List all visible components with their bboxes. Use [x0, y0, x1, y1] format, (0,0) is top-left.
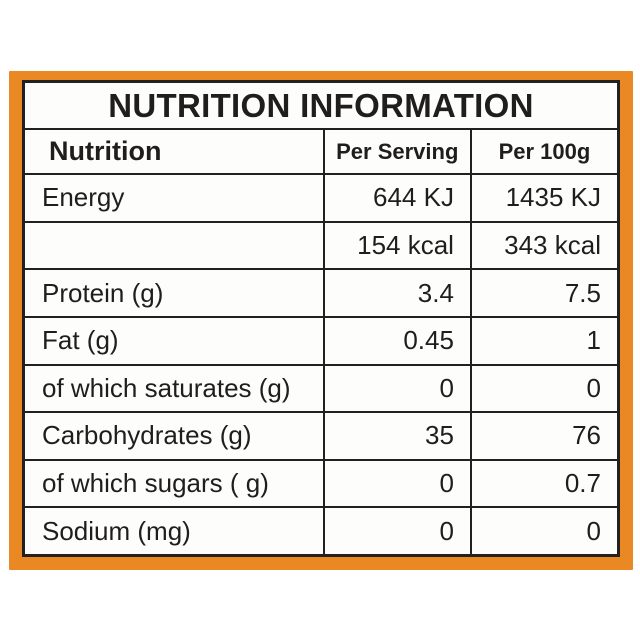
per-serving-value: 0: [325, 508, 472, 554]
table-row-carbohydrates: Carbohydrates (g) 35 76: [25, 413, 617, 461]
per-100g-value: 7.5: [564, 277, 601, 308]
table-title: NUTRITION INFORMATION: [108, 86, 534, 124]
per-100g-value: 0.7: [564, 468, 601, 499]
table-row-fat: Fat (g) 0.45 1: [25, 317, 617, 366]
table-header-row: Nutrition Per Serving Per 100g: [25, 130, 617, 175]
per-serving-value: 35: [325, 413, 472, 459]
row-label: of which sugars ( g): [25, 460, 325, 507]
row-label: Sodium (mg): [25, 508, 325, 554]
per-serving-value: 0: [325, 365, 472, 412]
per-serving-value: 0.45: [325, 317, 472, 364]
row-label: [25, 222, 325, 269]
per-100g-value: 343 kcal: [504, 229, 601, 260]
row-label: Energy: [25, 175, 325, 221]
row-label: Fat (g): [25, 317, 325, 364]
column-header-nutrition: Nutrition: [25, 130, 325, 173]
per-100g-value: 0: [586, 515, 601, 546]
row-label: of which saturates (g): [25, 365, 325, 412]
per-serving-value: 154 kcal: [325, 222, 472, 269]
table-row-protein: Protein (g) 3.4 7.5: [25, 270, 617, 318]
per-100g-value: 76: [572, 420, 601, 451]
column-header-per-serving: Per Serving: [325, 130, 472, 173]
table-row-sugars: of which sugars ( g) 0 0.7: [25, 460, 617, 509]
per-serving-value: 644 KJ: [325, 175, 472, 221]
table-row-energy: Energy 644 KJ 1435 KJ: [25, 175, 617, 223]
table-title-row: NUTRITION INFORMATION: [25, 83, 617, 130]
nutrition-table: NUTRITION INFORMATION Nutrition Per Serv…: [22, 80, 620, 557]
per-serving-value: 3.4: [325, 270, 472, 316]
label-orange-frame: NUTRITION INFORMATION Nutrition Per Serv…: [9, 71, 633, 570]
table-row-sodium: Sodium (mg) 0 0: [25, 508, 617, 554]
per-100g-value: 1435 KJ: [505, 182, 601, 213]
column-header-per-100g: Per 100g: [498, 138, 591, 164]
row-label: Carbohydrates (g): [25, 413, 325, 459]
table-row-saturates: of which saturates (g) 0 0: [25, 365, 617, 414]
row-label: Protein (g): [25, 270, 325, 316]
table-row-energy-kcal: 154 kcal 343 kcal: [25, 222, 617, 271]
per-serving-value: 0: [325, 460, 472, 507]
per-100g-value: 1: [586, 325, 601, 356]
per-100g-value: 0: [586, 372, 601, 403]
